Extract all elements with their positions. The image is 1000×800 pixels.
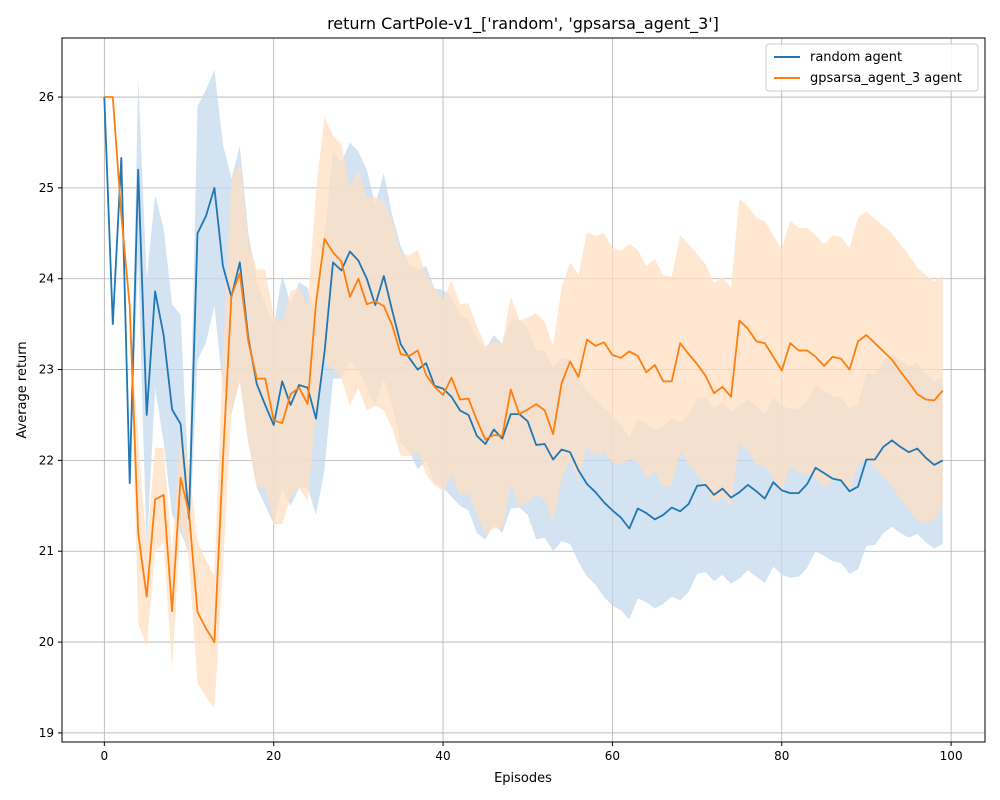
- y-tick-label: 19: [39, 726, 54, 740]
- legend-box: [765, 43, 979, 92]
- x-axis-label: Episodes: [494, 771, 552, 786]
- y-tick-label: 20: [39, 635, 54, 649]
- x-axis-ticks: 0 20 40 60 80 100: [101, 742, 963, 763]
- x-tick-label: 100: [940, 749, 963, 763]
- y-tick-label: 21: [39, 544, 54, 558]
- x-tick-label: 0: [101, 749, 109, 763]
- y-tick-label: 24: [39, 272, 54, 286]
- legend-label-random: random agent: [810, 50, 902, 65]
- y-tick-label: 26: [39, 90, 54, 104]
- band-series-1: [104, 97, 943, 709]
- y-axis-label: Average return: [15, 341, 30, 438]
- y-tick-label: 22: [39, 453, 54, 467]
- x-tick-label: 60: [605, 749, 620, 763]
- x-tick-label: 40: [435, 749, 450, 763]
- confidence-bands: [104, 69, 943, 709]
- legend-label-gpsarsa: gpsarsa_agent_3 agent: [810, 71, 962, 86]
- series-lines: [103, 96, 944, 643]
- y-axis-ticks: 19 20 21 22 23 24 25 26: [39, 90, 62, 740]
- legend: random agent gpsarsa_agent_3 agent: [765, 43, 979, 92]
- chart-title: return CartPole-v1_['random', 'gpsarsa_a…: [327, 14, 719, 34]
- y-tick-label: 23: [39, 363, 54, 377]
- x-tick-label: 80: [774, 749, 789, 763]
- x-tick-label: 20: [266, 749, 281, 763]
- y-tick-label: 25: [39, 181, 54, 195]
- plot-frame: [61, 37, 986, 743]
- line-series-1: [104, 96, 944, 643]
